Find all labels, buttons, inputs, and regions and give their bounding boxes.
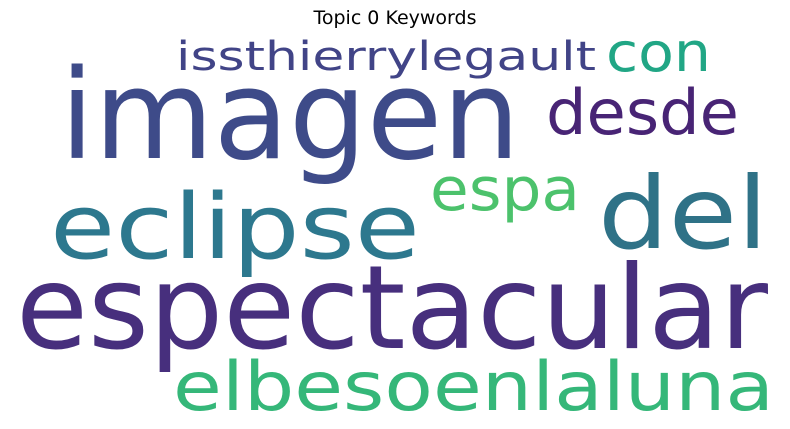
word-imagen: imagen — [60, 44, 520, 188]
word-issthierrylegault: issthierrylegault — [176, 34, 596, 80]
word-desde: desde — [546, 76, 739, 149]
word-elbesoenlaluna: elbesoenlaluna — [173, 348, 774, 427]
figure-title: Topic 0 Keywords — [313, 7, 477, 29]
word-espa: espa — [430, 155, 580, 225]
word-espectacular: espectacular — [16, 241, 768, 376]
word-con: con — [606, 21, 711, 84]
word-eclipse: eclipse — [50, 175, 420, 280]
word-del: del — [598, 155, 768, 272]
